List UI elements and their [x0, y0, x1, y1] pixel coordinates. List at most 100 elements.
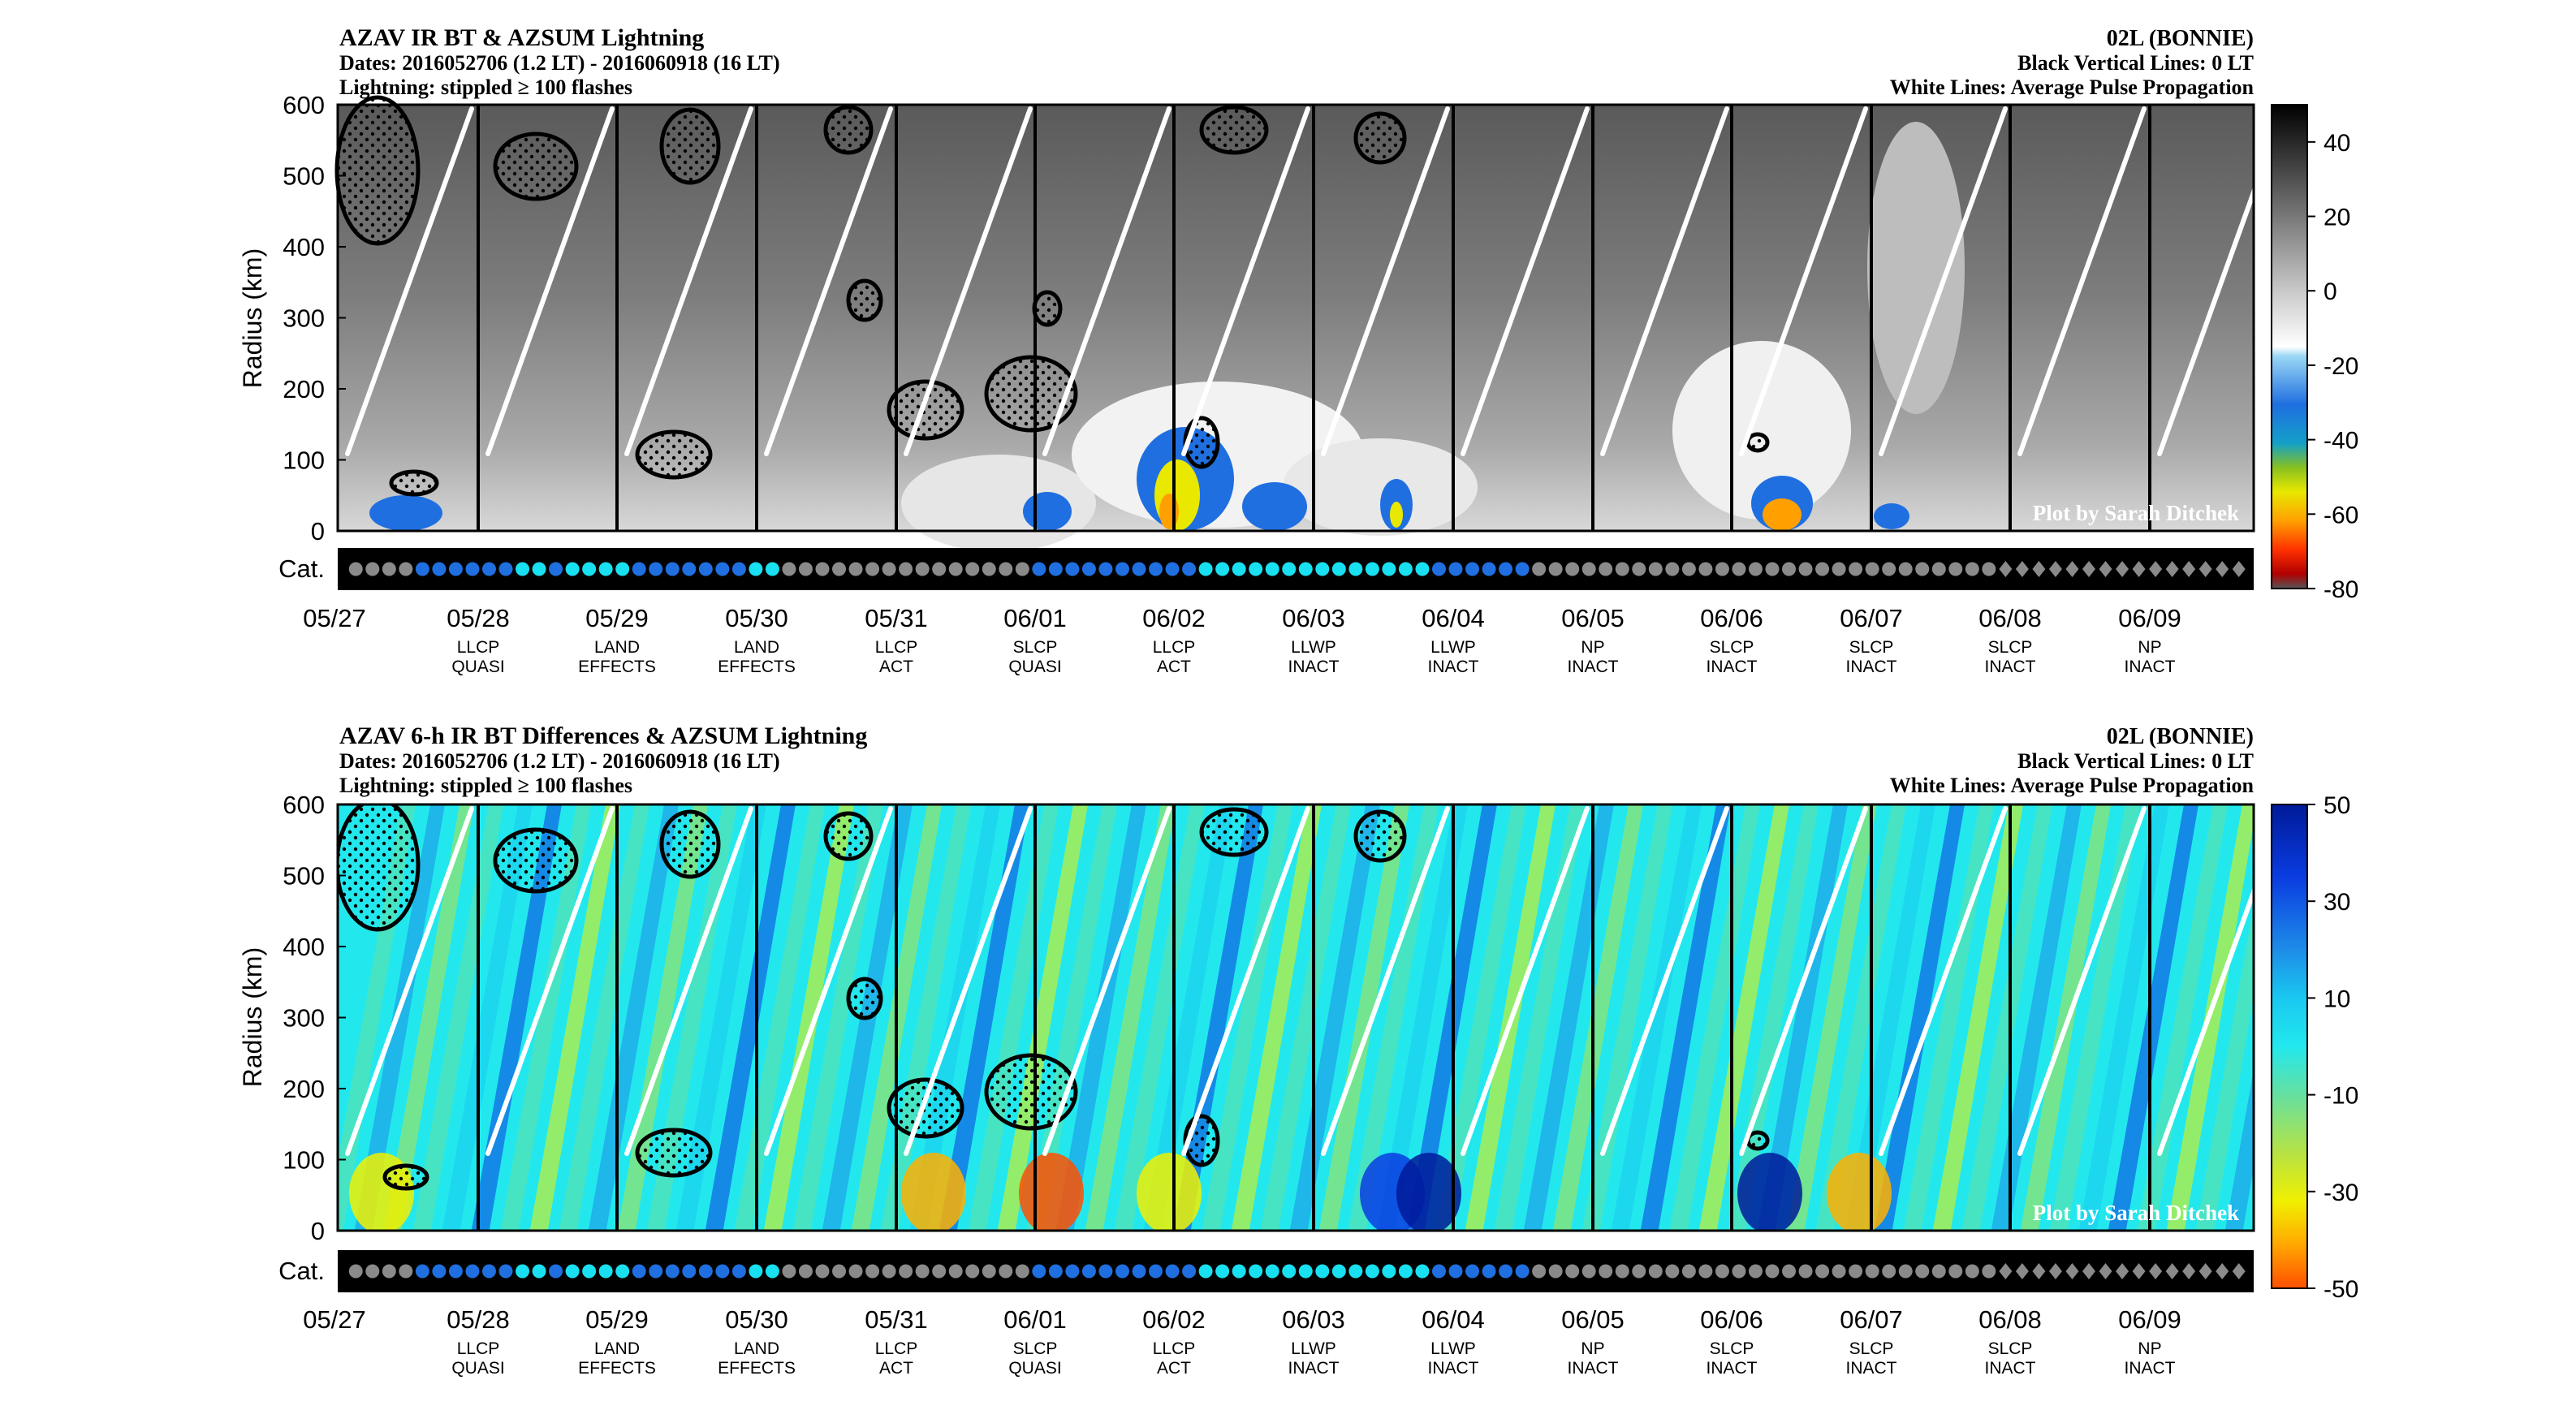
- category-dot: [848, 562, 863, 576]
- category-dot: [1182, 1264, 1197, 1279]
- category-dot: [565, 562, 580, 576]
- diff-band: [1669, 804, 1760, 1231]
- diff-band: [1815, 804, 1906, 1231]
- category-dot: [1648, 562, 1663, 576]
- day-regime-label: LAND: [594, 1339, 640, 1358]
- category-dot: [1465, 562, 1480, 576]
- propagation-line: [904, 806, 1033, 1156]
- lightning-contour: [1199, 105, 1269, 155]
- category-dot: [1331, 1264, 1346, 1279]
- diff-band: [1611, 804, 1702, 1231]
- category-dot: [432, 1264, 447, 1279]
- lightning-contour: [338, 804, 421, 932]
- x-axis-dates: 05/27 05/28 05/29 05/30 05/31 06/01 06/02 06/03…: [303, 604, 2181, 632]
- category-dot: [731, 562, 746, 576]
- category-dot: [1849, 562, 1863, 576]
- bt-panel: AZAV IR BT & AZSUM Lightning Dates: 2016…: [0, 0, 2576, 698]
- day-regime-label: EFFECTS: [578, 658, 656, 676]
- category-dot: [1282, 562, 1297, 576]
- day-regime-label: QUASI: [1008, 658, 1061, 676]
- category-dot: [948, 1264, 963, 1279]
- category-dot: [1249, 562, 1263, 576]
- propagation-line: [1461, 806, 1590, 1156]
- category-dots: [348, 561, 2246, 577]
- category-dot: [598, 1264, 613, 1279]
- day-regime-label: SLCP: [1013, 1339, 1058, 1358]
- lightning-contour: [493, 132, 579, 201]
- category-dot: [1865, 562, 1879, 576]
- lightning-contour: [493, 827, 579, 894]
- day-regime-label: LLWP: [1291, 638, 1336, 657]
- diff-band: [1435, 804, 1526, 1231]
- category-dot: [1431, 562, 1446, 576]
- bt-diff-panel: AZAV 6-h IR BT Differences & AZSUM Light…: [0, 698, 2576, 1402]
- category-dot: [682, 562, 697, 576]
- diff-band: [529, 804, 620, 1231]
- y-tick-label: 100: [283, 446, 325, 475]
- category-dot: [2082, 561, 2095, 577]
- propagation-line: [1600, 806, 1729, 1156]
- day-regime-label: INACT: [2125, 658, 2176, 676]
- y-ticks: 0 100 200 300 400 500 600: [283, 91, 346, 546]
- diff-band: [442, 804, 533, 1231]
- diff-band: [1874, 804, 1965, 1231]
- day-regime-label: NP: [1581, 1339, 1604, 1358]
- chart-dates: Dates: 2016052706 (1.2 LT) - 2016060918 …: [339, 749, 780, 773]
- day-regime-label: SLCP: [1710, 1339, 1754, 1358]
- storm-name: 02L (BONNIE): [2107, 724, 2254, 749]
- lightning-contour: [659, 809, 721, 879]
- category-dot: [2165, 1263, 2179, 1279]
- category-dot: [1931, 1264, 1946, 1279]
- day-regime-label: LLWP: [1430, 1339, 1476, 1358]
- category-dot: [549, 1264, 563, 1279]
- colorbar-tick-label: 40: [2324, 130, 2350, 157]
- colorbar: [2271, 104, 2308, 589]
- diff-band: [2108, 804, 2198, 1231]
- category-dot: [682, 1264, 697, 1279]
- category-dot: [2182, 561, 2196, 577]
- plot-area: Plot by Sarah Ditchek: [334, 95, 2286, 552]
- category-dot: [1999, 1263, 2013, 1279]
- propagation-line: [1181, 106, 1310, 456]
- colorbar-tick-label: -80: [2324, 576, 2358, 603]
- diff-band: [763, 804, 854, 1231]
- category-dot: [1782, 1264, 1797, 1279]
- colorbar-tick-label: 20: [2324, 205, 2350, 231]
- plot-area: Plot by Sarah Ditchek: [338, 804, 2254, 1231]
- day-divider-lines: [477, 804, 2151, 1231]
- y-tick-label: 0: [311, 517, 325, 546]
- category-dot: [765, 562, 779, 576]
- diff-band: [2020, 804, 2111, 1231]
- day-regime-label: INACT: [1985, 658, 2036, 676]
- day-regime-label: LLCP: [457, 638, 500, 657]
- lightning-contour: [334, 95, 421, 246]
- y-tick-label: 200: [283, 1075, 325, 1103]
- category-dot: [1398, 1264, 1413, 1279]
- category-dot: [1331, 562, 1346, 576]
- category-dot: [1615, 562, 1629, 576]
- category-dot: [532, 1264, 546, 1279]
- y-axis-label: Radius (km): [238, 248, 267, 388]
- category-dot: [2065, 561, 2079, 577]
- category-dot: [399, 1264, 413, 1279]
- category-dot: [365, 562, 380, 576]
- category-dot: [1581, 1264, 1596, 1279]
- diff-core-feature: [901, 1153, 966, 1231]
- category-dot: [2082, 1263, 2095, 1279]
- category-dot: [348, 562, 363, 576]
- black-lines-note: Black Vertical Lines: 0 LT: [2017, 749, 2254, 773]
- y-tick-label: 300: [283, 304, 325, 333]
- category-dot: [532, 562, 546, 576]
- propagation-line: [2017, 106, 2147, 456]
- category-dot: [965, 562, 980, 576]
- lightning-contour: [823, 105, 874, 155]
- category-dot: [1115, 562, 1129, 576]
- propagation-line: [904, 106, 1033, 456]
- category-dot: [932, 562, 947, 576]
- category-dot: [582, 1264, 597, 1279]
- white-lines-note: White Lines: Average Pulse Propagation: [1890, 75, 2255, 99]
- category-dot: [1365, 562, 1379, 576]
- category-dot: [882, 1264, 896, 1279]
- day-regime-label: ACT: [879, 658, 913, 676]
- lightning-contour: [887, 379, 964, 441]
